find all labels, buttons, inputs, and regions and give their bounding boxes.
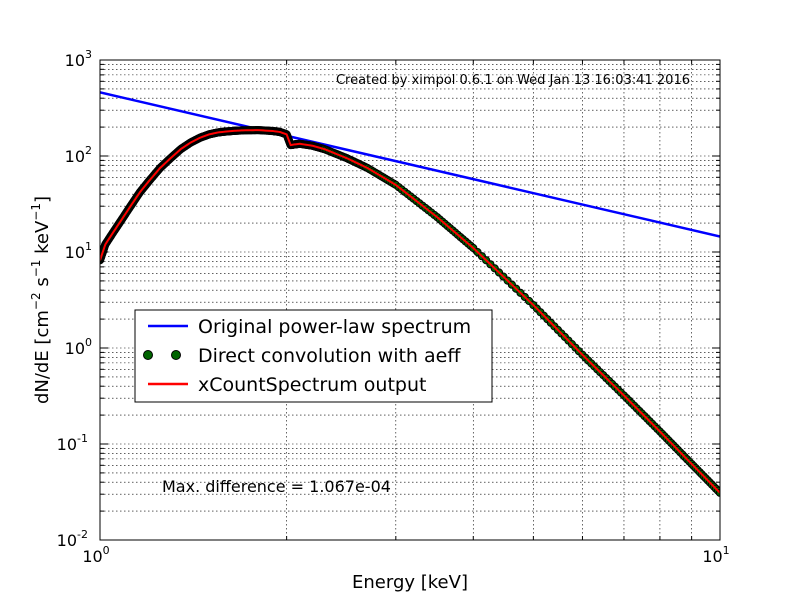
x-tick-label: 100 bbox=[82, 544, 109, 566]
legend-box bbox=[134, 309, 493, 403]
legend-label: Original power-law spectrum bbox=[198, 316, 471, 338]
y-tick-label: 100 bbox=[65, 336, 92, 358]
y-tick-label: 10-2 bbox=[57, 528, 88, 550]
x-axis-label: Energy [keV] bbox=[352, 572, 468, 593]
y-tick-label: 103 bbox=[65, 48, 92, 70]
legend-label: xCountSpectrum output bbox=[198, 374, 426, 396]
y-axis-label: dN/dE [cm−2 s−1 keV−1] bbox=[29, 196, 53, 404]
legend-swatch-convolution bbox=[171, 350, 181, 360]
grid bbox=[100, 60, 720, 540]
series-power-law-line bbox=[100, 91, 720, 238]
legend-label: Direct convolution with aeff bbox=[198, 345, 461, 367]
y-tick-label: 102 bbox=[65, 144, 92, 166]
plot-frame bbox=[99, 59, 721, 541]
plot-clip-group bbox=[100, 91, 720, 497]
legend-swatch-convolution bbox=[143, 350, 153, 360]
max-difference-annotation: Max. difference = 1.067e-04 bbox=[162, 477, 391, 496]
x-tick-label: 101 bbox=[702, 544, 729, 566]
series-xcountspectrum-line bbox=[100, 129, 720, 494]
tick-labels: 100 101 10-2 10-1 100 101 102 103 bbox=[57, 48, 730, 566]
y-tick-label: 10-1 bbox=[57, 432, 88, 454]
legend: Original power-law spectrum Direct convol… bbox=[134, 309, 493, 403]
created-annotation: Created by ximpol 0.6.1 on Wed Jan 13 16… bbox=[336, 73, 690, 88]
y-tick-label: 101 bbox=[65, 240, 92, 262]
plot-area bbox=[100, 60, 720, 540]
